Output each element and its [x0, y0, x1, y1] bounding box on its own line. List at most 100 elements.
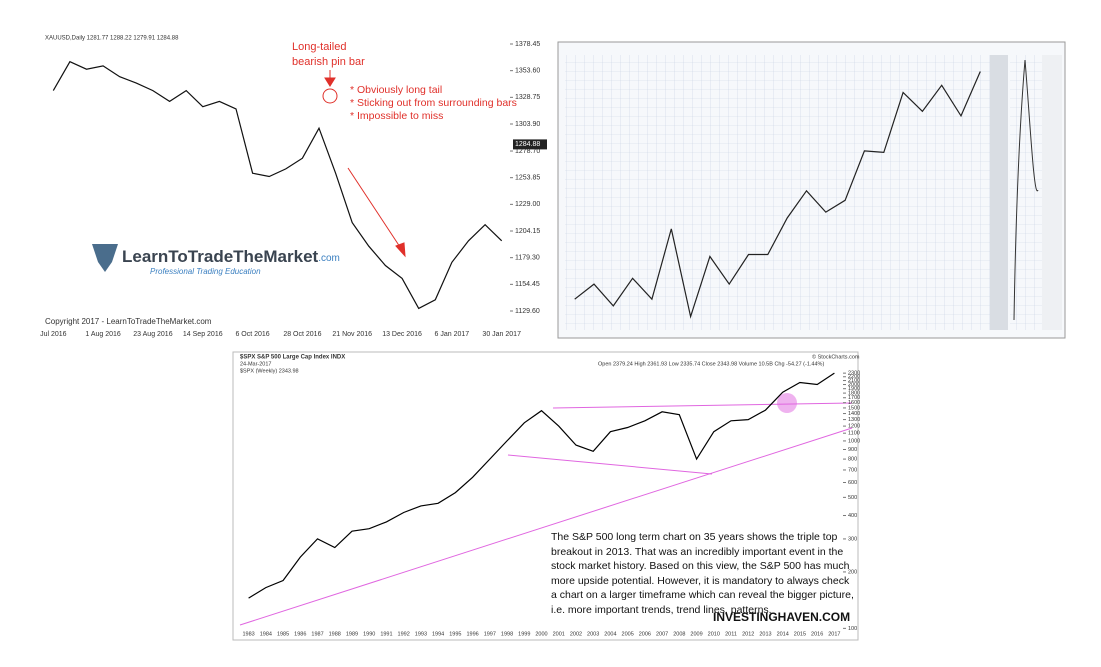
chart-title: XAUUSD,Daily 1281.77 1288.22 1279.91 128… — [45, 36, 179, 42]
chart-frame — [232, 351, 859, 641]
x-tick-label: 1994 — [432, 631, 444, 637]
price-line — [52, 60, 503, 310]
x-tick-label: 2009 — [690, 631, 702, 637]
y-tick-label: 100 — [848, 626, 857, 632]
x-tick-label: 1996 — [466, 631, 478, 637]
trend-arrow — [347, 167, 406, 258]
chart-title: $SPX S&P 500 Large Cap Index INDX — [240, 355, 345, 361]
y-tick-label: 1353.60 — [515, 68, 540, 75]
zoom-line — [1013, 59, 1039, 321]
axis-panel — [990, 55, 1008, 330]
annotation: * Impossible to miss — [350, 110, 443, 122]
x-tick-label: 6 Jan 2017 — [435, 331, 470, 338]
annotation: bearish pin bar — [292, 56, 365, 68]
logo-tagline: Professional Trading Education — [150, 267, 261, 276]
y-tick-label: 1100 — [848, 431, 860, 437]
axis-panel — [1042, 55, 1062, 330]
x-tick-label: 1988 — [329, 631, 341, 637]
x-tick-label: 1997 — [484, 631, 496, 637]
y-tick-label: 1700 — [848, 395, 860, 401]
x-tick-label: 1995 — [449, 631, 461, 637]
x-tick-label: 1987 — [311, 631, 323, 637]
y-tick-label: 1378.45 — [515, 41, 540, 48]
x-tick-label: 1986 — [294, 631, 306, 637]
trend-line — [552, 402, 853, 409]
y-tick-label: 1278.70 — [515, 148, 540, 155]
x-tick-label: 1985 — [277, 631, 289, 637]
x-tick-label: 2008 — [673, 631, 685, 637]
y-tick-label: 1200 — [848, 424, 860, 430]
x-tick-label: 1991 — [380, 631, 392, 637]
x-tick-label: 1990 — [363, 631, 375, 637]
x-tick-label: 2000 — [535, 631, 547, 637]
y-tick-label: 1300 — [848, 417, 860, 423]
brand: INVESTINGHAVEN.COM — [713, 610, 851, 624]
x-tick-label: 1983 — [242, 631, 254, 637]
y-tick-label: 1204.15 — [515, 228, 540, 235]
y-tick-label: 400 — [848, 513, 857, 519]
y-tick-label: 1253.85 — [515, 175, 540, 182]
y-tick-label: 1600 — [848, 400, 860, 406]
x-tick-label: 28 Oct 2016 — [283, 331, 321, 338]
legend-entry: $SPX (Weekly) 2343.98 — [240, 368, 299, 374]
y-tick-label: 1000 — [848, 438, 860, 444]
y-tick-label: 1303.90 — [515, 121, 540, 128]
x-tick-label: 21 Nov 2016 — [332, 331, 372, 338]
x-tick-label: 2004 — [604, 631, 616, 637]
x-tick-label: 2012 — [742, 631, 754, 637]
x-tick-label: Jul 2016 — [40, 331, 67, 338]
y-tick-label: 700 — [848, 467, 857, 473]
y-tick-label: 1400 — [848, 411, 860, 417]
y-tick-label: 200 — [848, 569, 857, 575]
x-tick-label: 1984 — [260, 631, 272, 637]
x-tick-label: 1989 — [346, 631, 358, 637]
x-tick-label: 1993 — [415, 631, 427, 637]
pin-arrow — [324, 70, 336, 87]
y-tick-label: 1500 — [848, 405, 860, 411]
x-tick-label: 2013 — [759, 631, 771, 637]
x-tick-label: 13 Dec 2016 — [382, 331, 422, 338]
chart-date: 24-Mar-2017 — [240, 361, 272, 367]
y-tick-label: 1179.30 — [515, 255, 540, 262]
logo: LearnToTradeTheMarket.com — [122, 247, 340, 266]
y-tick-label: 1154.45 — [515, 281, 540, 288]
zoom-panel — [1010, 55, 1042, 330]
x-tick-label: 2010 — [708, 631, 720, 637]
x-tick-label: 2002 — [570, 631, 582, 637]
logo-icon — [92, 244, 118, 272]
x-tick-label: 2005 — [622, 631, 634, 637]
y-tick-label: 1800 — [848, 391, 860, 397]
x-tick-label: 14 Sep 2016 — [183, 331, 223, 338]
x-tick-label: 1999 — [518, 631, 530, 637]
last-price-label: 1284.88 — [515, 141, 540, 148]
trend-line — [507, 454, 713, 475]
trend-line — [239, 427, 853, 626]
annotation: * Obviously long tail — [350, 84, 442, 96]
y-tick-label: 2300 — [848, 371, 860, 377]
note: The S&P 500 long term chart on 35 years … — [551, 531, 854, 616]
y-tick-label: 800 — [848, 457, 857, 463]
x-tick-label: 23 Aug 2016 — [133, 331, 172, 338]
x-tick-label: 2014 — [777, 631, 789, 637]
breakout-circle — [777, 393, 797, 413]
y-tick-label: 500 — [848, 495, 857, 501]
x-tick-label: 2003 — [587, 631, 599, 637]
y-tick-label: 1328.75 — [515, 94, 540, 101]
last-price-box — [513, 139, 547, 150]
y-tick-label: 300 — [848, 536, 857, 542]
y-tick-label: 2000 — [848, 382, 860, 388]
annotation: Long-tailed — [292, 41, 346, 53]
x-tick-label: 2017 — [828, 631, 840, 637]
x-tick-label: 1998 — [501, 631, 513, 637]
y-tick-label: 1900 — [848, 386, 860, 392]
quote: Open 2379.24 High 2361.93 Low 2335.74 Cl… — [598, 361, 824, 367]
x-tick-label: 2001 — [553, 631, 565, 637]
annotation: * Sticking out from surrounding bars — [350, 97, 517, 109]
source: © StockCharts.com — [812, 353, 860, 360]
x-tick-label: 2011 — [725, 631, 737, 637]
y-tick-label: 1229.00 — [515, 201, 540, 208]
pin-circle — [322, 88, 338, 104]
plot-grid — [565, 55, 990, 330]
logo-name: LearnToTradeTheMarket — [122, 247, 319, 266]
